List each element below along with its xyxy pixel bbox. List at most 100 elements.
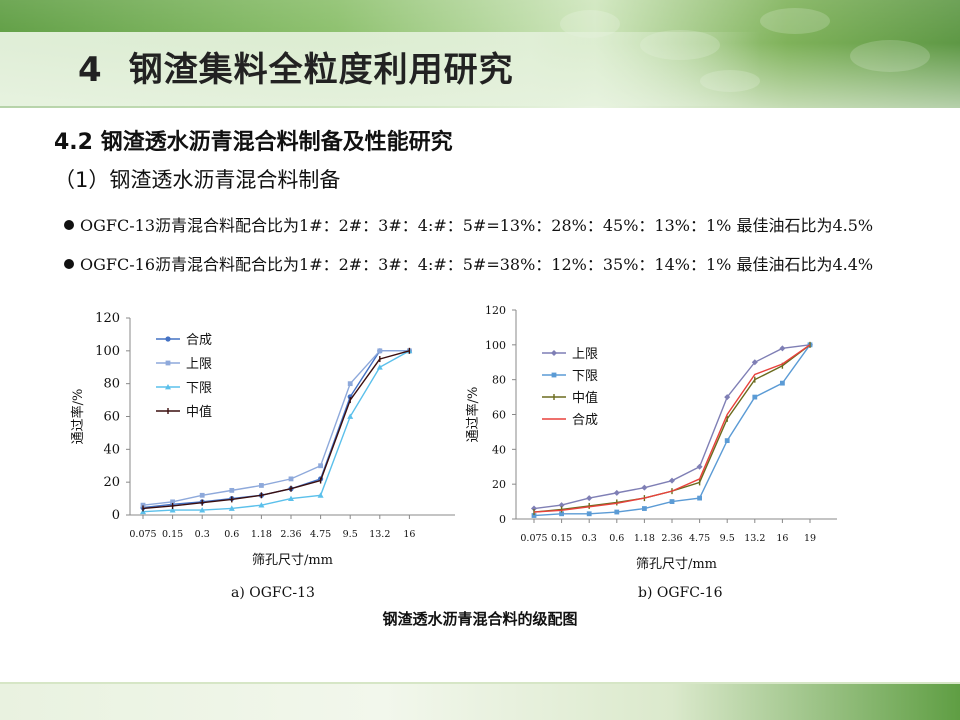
x-tick-label: 9.5	[720, 533, 735, 544]
series-4	[533, 344, 811, 513]
data-point	[376, 364, 383, 370]
x-tick-label: 13.2	[744, 533, 765, 544]
series-3	[533, 341, 811, 516]
legend-entry: 下限	[542, 369, 598, 384]
series-line	[142, 350, 410, 510]
bullet-text: OGFC-13沥青混合料配合比为1#：2#：3#：4:#：5#=13%：28%：…	[80, 216, 874, 235]
series-4	[142, 347, 411, 512]
x-tick-label: 2.36	[661, 533, 682, 544]
data-point	[780, 380, 785, 386]
data-point	[558, 502, 565, 509]
x-tick-label: 16	[403, 529, 415, 540]
legend-label: 合成	[572, 413, 598, 428]
legend-label: 中值	[186, 404, 212, 420]
data-point	[724, 438, 730, 444]
data-point	[259, 483, 264, 488]
data-point	[377, 348, 383, 354]
bullet-ogfc13: OGFC-13沥青混合料配合比为1#：2#：3#：4:#：5#=13%：28%：…	[64, 212, 873, 236]
series-1	[531, 341, 813, 512]
bullet-text: OGFC-16沥青混合料配合比为1#：2#：3#：4:#：5#=38%：12%：…	[80, 255, 874, 274]
data-point	[724, 394, 731, 401]
legend-marker	[551, 350, 557, 356]
data-point	[697, 495, 702, 501]
series-3	[140, 347, 413, 515]
x-tick-label: 16	[776, 533, 788, 544]
x-tick-label: 0.6	[609, 533, 624, 544]
legend-label: 上限	[572, 347, 598, 362]
y-tick-label: 40	[103, 442, 120, 457]
footer-banner	[0, 684, 960, 720]
data-point	[641, 484, 648, 491]
y-tick-label: 60	[492, 409, 506, 422]
data-point	[170, 499, 175, 505]
legend-entry: 上限	[542, 347, 598, 362]
x-tick-label: 0.3	[582, 533, 597, 544]
caption-a: a) OGFC-13	[231, 585, 315, 601]
data-point	[751, 359, 758, 366]
data-point	[669, 477, 675, 484]
x-tick-label: 0.075	[520, 533, 547, 544]
series-line	[533, 344, 811, 513]
title-number: 4	[78, 50, 103, 90]
x-tick-label: 0.075	[129, 529, 156, 540]
y-tick-label: 40	[492, 443, 506, 456]
title-band	[0, 32, 760, 106]
y-tick-label: 60	[103, 410, 120, 425]
data-point	[228, 505, 235, 511]
data-point	[586, 511, 592, 517]
x-tick-label: 13.2	[369, 529, 390, 540]
y-tick-label: 120	[95, 311, 120, 326]
y-tick-label: 100	[485, 339, 506, 352]
y-tick-label: 20	[103, 475, 120, 490]
data-point	[199, 507, 206, 513]
bullet-dot	[64, 219, 74, 230]
data-point	[347, 413, 354, 419]
data-point	[317, 492, 324, 498]
data-point	[696, 463, 703, 470]
bullet-dot	[64, 258, 74, 269]
y-axis-label: 通过率/%	[70, 389, 86, 445]
series-1	[140, 348, 412, 511]
x-tick-label: 19	[804, 533, 816, 544]
x-tick-label: 1.18	[634, 533, 655, 544]
data-point	[586, 495, 593, 502]
footer-divider	[0, 682, 960, 684]
data-point	[669, 499, 675, 504]
data-point	[288, 495, 294, 501]
legend-label: 合成	[186, 333, 212, 348]
y-tick-label: 20	[492, 478, 506, 491]
y-tick-label: 0	[499, 513, 506, 526]
y-tick-label: 80	[492, 374, 506, 387]
caption-b: b) OGFC-16	[638, 585, 723, 601]
chart-ogfc16: 0 20 40 60 80 100 120 0.075 0.15 0.3 0.6 1.18 2.36 4.…	[465, 304, 837, 572]
legend-entry: 上限	[156, 357, 212, 372]
x-tick-label: 0.15	[162, 529, 183, 540]
legend-marker	[165, 336, 171, 342]
legend-entry: 中值	[156, 404, 212, 420]
data-point	[614, 509, 620, 515]
legend-marker	[165, 360, 171, 366]
data-point	[258, 502, 265, 508]
title-text: 钢渣集料全粒度利用研究	[128, 50, 514, 90]
x-tick-label: 0.6	[224, 529, 239, 540]
x-tick-label: 4.75	[689, 533, 710, 544]
data-point	[347, 381, 353, 387]
x-axis-label: 筛孔尺寸/mm	[636, 557, 717, 572]
legend-marker	[551, 372, 557, 378]
data-point	[531, 505, 537, 512]
x-tick-label: 0.3	[195, 529, 210, 540]
data-point	[199, 492, 205, 498]
legend-entry: 合成	[156, 333, 212, 348]
x-axis-label: 筛孔尺寸/mm	[252, 553, 333, 568]
series-line	[142, 350, 410, 513]
legend-label: 下限	[186, 381, 212, 396]
series-2	[531, 342, 813, 518]
data-point	[318, 463, 323, 469]
series-2	[140, 348, 412, 508]
legend-label: 中值	[572, 390, 598, 406]
y-axis-label: 通过率/%	[465, 387, 481, 443]
legend-entry: 合成	[542, 413, 598, 428]
x-tick-label: 4.75	[310, 529, 331, 540]
data-point	[140, 502, 146, 508]
page-title: 4 钢渣集料全粒度利用研究	[78, 42, 514, 91]
